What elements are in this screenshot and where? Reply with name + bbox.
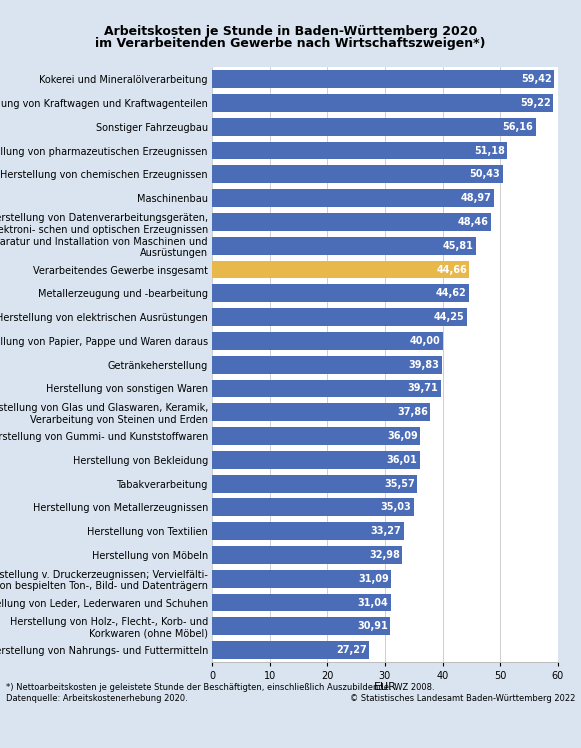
Text: 59,22: 59,22	[520, 98, 551, 108]
Text: 36,01: 36,01	[386, 455, 417, 465]
Bar	[212, 403, 430, 421]
Bar	[212, 594, 391, 611]
Text: 44,62: 44,62	[436, 288, 467, 298]
Text: 45,81: 45,81	[443, 241, 474, 251]
Text: 44,66: 44,66	[436, 265, 467, 275]
Text: 48,46: 48,46	[458, 217, 489, 227]
Bar	[212, 379, 441, 397]
Bar	[212, 641, 369, 659]
Bar	[212, 522, 404, 540]
Text: 33,27: 33,27	[371, 526, 401, 536]
Text: 36,09: 36,09	[387, 431, 418, 441]
Text: 56,16: 56,16	[503, 122, 533, 132]
Bar	[212, 189, 494, 207]
Bar	[212, 356, 442, 373]
Text: © Statistisches Landesamt Baden-Württemberg 2022: © Statistisches Landesamt Baden-Württemb…	[350, 694, 575, 703]
Bar	[212, 498, 414, 516]
Bar	[212, 617, 390, 635]
Text: 31,04: 31,04	[358, 598, 389, 607]
Bar	[212, 118, 536, 135]
Bar	[212, 546, 402, 564]
Text: 59,42: 59,42	[521, 74, 552, 85]
Bar	[212, 165, 503, 183]
Bar	[212, 141, 507, 159]
Text: 48,97: 48,97	[461, 193, 492, 203]
Text: 39,83: 39,83	[408, 360, 439, 370]
Text: 30,91: 30,91	[357, 622, 388, 631]
Text: 44,25: 44,25	[434, 312, 465, 322]
Text: 27,27: 27,27	[336, 645, 367, 655]
Text: 39,71: 39,71	[408, 384, 439, 393]
X-axis label: EUR: EUR	[374, 682, 396, 693]
Text: im Verarbeitenden Gewerbe nach Wirtschaftszweigen*): im Verarbeitenden Gewerbe nach Wirtschaf…	[95, 37, 486, 50]
Bar	[212, 213, 492, 231]
Text: 40,00: 40,00	[410, 336, 440, 346]
Text: 32,98: 32,98	[369, 550, 400, 560]
Text: *) Nettoarbeitskosten je geleistete Stunde der Beschäftigten, einschließlich Aus: *) Nettoarbeitskosten je geleistete Stun…	[6, 683, 435, 692]
Text: 31,09: 31,09	[358, 574, 389, 583]
Bar	[212, 475, 417, 492]
Bar	[212, 284, 469, 302]
Text: 50,43: 50,43	[469, 169, 500, 180]
Text: 51,18: 51,18	[474, 146, 505, 156]
Bar	[212, 451, 419, 469]
Text: Datenquelle: Arbeitskostenerhebung 2020.: Datenquelle: Arbeitskostenerhebung 2020.	[6, 694, 188, 703]
Text: Arbeitskosten je Stunde in Baden-Württemberg 2020: Arbeitskosten je Stunde in Baden-Württem…	[104, 25, 477, 38]
Bar	[212, 94, 553, 112]
Bar	[212, 237, 476, 254]
Text: 35,03: 35,03	[381, 503, 411, 512]
Bar	[212, 260, 469, 278]
Text: 35,57: 35,57	[384, 479, 415, 488]
Text: 37,86: 37,86	[397, 407, 428, 417]
Bar	[212, 427, 420, 445]
Bar	[212, 308, 467, 326]
Bar	[212, 70, 554, 88]
Bar	[212, 570, 391, 588]
Bar	[212, 332, 443, 350]
